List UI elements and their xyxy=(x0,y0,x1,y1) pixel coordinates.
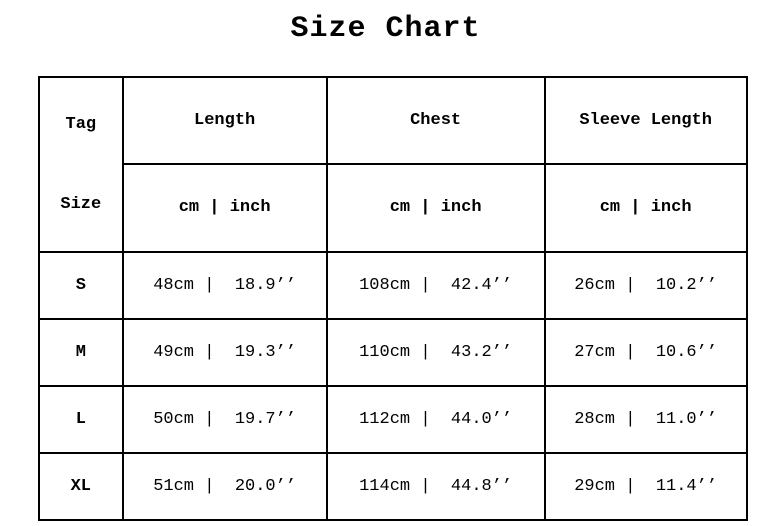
chest-value-cell: 114cm | 44.8’’ xyxy=(325,452,546,521)
sleeve-value-cell: 26cm | 10.2’’ xyxy=(543,251,748,320)
unit-header-chest: cm | inch xyxy=(325,162,546,254)
size-chart-table: Tag Size Length Chest Sleeve Length cm |… xyxy=(38,76,748,521)
table-row-size-l: L 50cm | 19.7’’ 112cm | 44.0’’ 28cm | 11… xyxy=(38,385,748,454)
sleeve-value-cell: 27cm | 10.6’’ xyxy=(543,318,748,387)
sleeve-value-cell: 29cm | 11.4’’ xyxy=(543,452,748,521)
table-header-row-units: cm | inch cm | inch cm | inch xyxy=(39,162,748,254)
size-label-cell: XL xyxy=(38,452,124,521)
column-header-length: Length xyxy=(121,76,328,165)
table-header-row-labels: Tag Size Length Chest Sleeve Length xyxy=(38,76,748,253)
size-label-cell: M xyxy=(38,318,124,387)
unit-header-sleeve-length: cm | inch xyxy=(543,162,748,254)
chest-value-cell: 112cm | 44.0’’ xyxy=(325,385,546,454)
chest-value-cell: 110cm | 43.2’’ xyxy=(325,318,546,387)
table-row-size-s: S 48cm | 18.9’’ 108cm | 42.4’’ 26cm | 10… xyxy=(38,251,748,320)
size-label-cell: L xyxy=(38,385,124,454)
sleeve-value-cell: 28cm | 11.0’’ xyxy=(543,385,748,454)
length-value-cell: 51cm | 20.0’’ xyxy=(121,452,328,521)
unit-header-length: cm | inch xyxy=(121,162,328,254)
chest-value-cell: 108cm | 42.4’’ xyxy=(325,251,546,320)
tag-size-header-line1: Tag xyxy=(65,115,97,134)
tag-size-header-line2: Size xyxy=(60,195,102,214)
column-header-sleeve-length: Sleeve Length xyxy=(543,76,748,165)
page-title: Size Chart xyxy=(290,12,481,46)
table-row-size-m: M 49cm | 19.3’’ 110cm | 43.2’’ 27cm | 10… xyxy=(38,318,748,387)
length-value-cell: 50cm | 19.7’’ xyxy=(121,385,328,454)
tag-size-header-cell: Tag Size xyxy=(38,76,124,253)
table-row-size-xl: XL 51cm | 20.0’’ 114cm | 44.8’’ 29cm | 1… xyxy=(38,452,748,521)
size-label-cell: S xyxy=(38,251,124,320)
length-value-cell: 48cm | 18.9’’ xyxy=(121,251,328,320)
length-value-cell: 49cm | 19.3’’ xyxy=(121,318,328,387)
column-header-chest: Chest xyxy=(325,76,546,165)
